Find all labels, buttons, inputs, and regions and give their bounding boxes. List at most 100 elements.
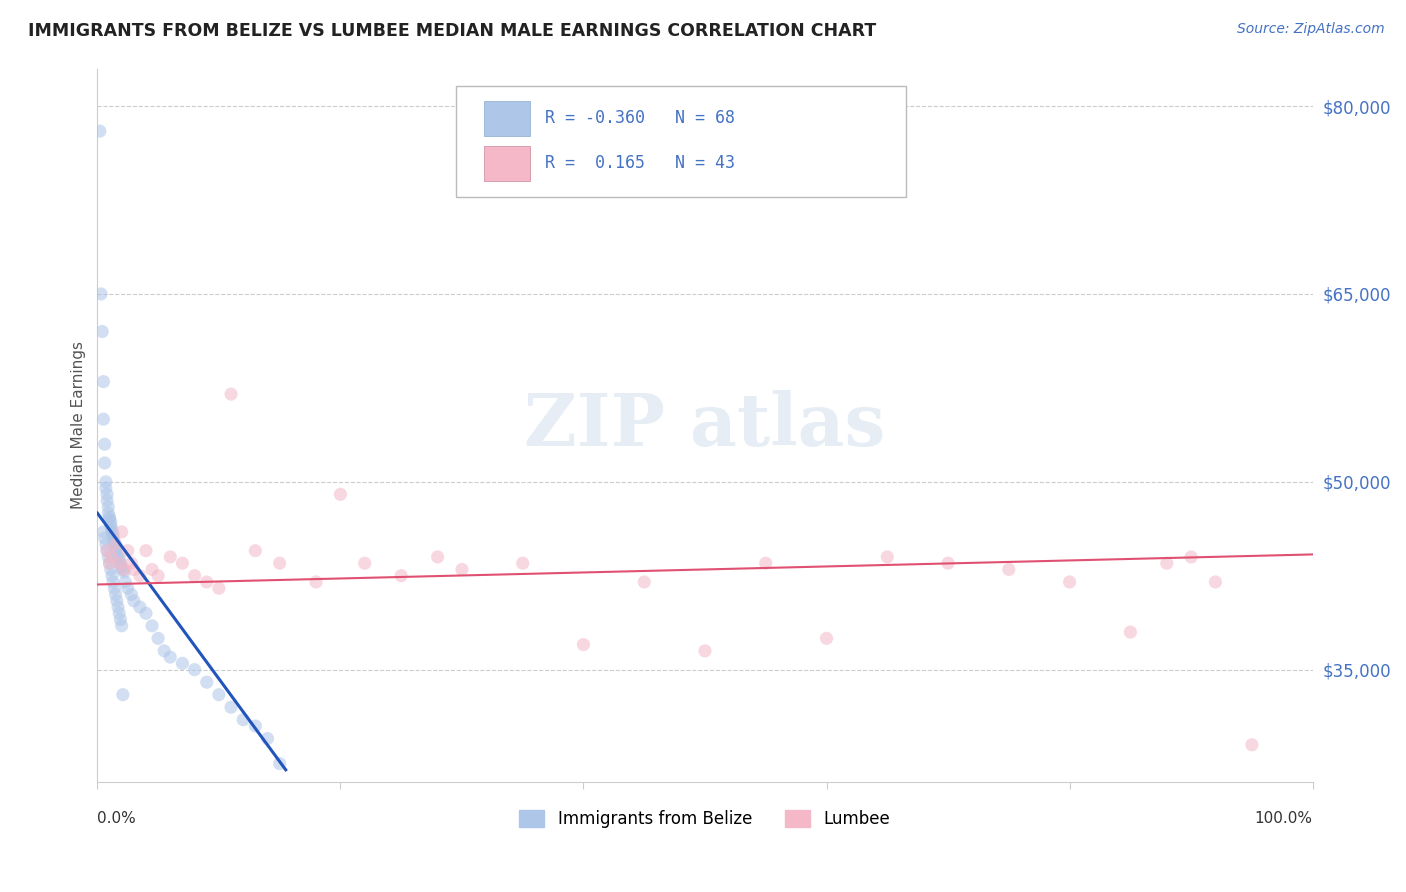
Point [936,556,959,570]
FancyBboxPatch shape [456,87,905,197]
Point [107,549,129,564]
FancyBboxPatch shape [484,101,530,136]
Point [111,619,134,633]
Point [120,587,142,601]
Text: IMMIGRANTS FROM BELIZE VS LUMBEE MEDIAN MALE EARNINGS CORRELATION CHART: IMMIGRANTS FROM BELIZE VS LUMBEE MEDIAN … [28,22,876,40]
Point [104,537,127,551]
Point [117,581,139,595]
Point [305,574,328,589]
Point [105,548,128,562]
Point [93,524,115,539]
Point [693,644,716,658]
Point [245,719,267,733]
Text: Source: ZipAtlas.com: Source: ZipAtlas.com [1237,22,1385,37]
Point [94,475,117,489]
Text: R = -0.360   N = 68: R = -0.360 N = 68 [544,110,734,128]
Point [1059,574,1081,589]
Point [141,619,163,633]
Point [128,568,150,582]
Y-axis label: Median Male Earnings: Median Male Earnings [72,342,86,509]
Point [111,562,134,576]
Point [93,437,115,451]
Point [94,481,117,495]
Point [96,487,118,501]
Point [93,456,115,470]
Text: ZIP atlas: ZIP atlas [524,390,886,461]
Point [572,638,595,652]
Point [1119,625,1142,640]
Point [105,594,128,608]
Point [111,688,134,702]
Point [97,549,120,564]
Point [245,543,267,558]
Point [1240,738,1263,752]
Point [114,574,136,589]
Point [96,493,118,508]
Point [101,522,124,536]
Point [89,124,111,138]
Point [97,500,120,514]
Point [256,731,278,746]
Point [96,543,118,558]
Point [1180,549,1202,564]
Point [93,412,115,426]
Point [172,556,194,570]
Point [159,549,181,564]
Text: R =  0.165   N = 43: R = 0.165 N = 43 [544,154,734,172]
Point [110,613,132,627]
Point [128,600,150,615]
Point [108,607,131,621]
Point [98,509,121,524]
Point [755,556,778,570]
Point [93,531,115,545]
Point [108,552,131,566]
Point [451,562,474,576]
Point [100,515,122,529]
Point [183,568,205,582]
Point [329,487,352,501]
Point [101,524,124,539]
Point [111,560,134,574]
Point [122,562,145,576]
Point [120,556,142,570]
Text: 100.0%: 100.0% [1254,811,1313,826]
Point [101,574,124,589]
Point [112,562,135,576]
Point [122,594,145,608]
Point [101,531,124,545]
Point [208,581,231,595]
Point [98,512,121,526]
Point [1156,556,1178,570]
Point [103,537,125,551]
Point [232,713,254,727]
Point [96,543,118,558]
Point [135,543,157,558]
Point [101,549,124,564]
Point [219,387,242,401]
Point [389,568,412,582]
Point [876,549,898,564]
Point [353,556,375,570]
Point [100,562,122,576]
Point [117,543,139,558]
Point [633,574,655,589]
Point [112,565,135,579]
Point [512,556,534,570]
Point [146,632,169,646]
Point [98,556,121,570]
Point [195,574,218,589]
Point [110,556,132,570]
Point [141,562,163,576]
Point [219,700,242,714]
Text: 0.0%: 0.0% [97,811,136,826]
Point [108,556,131,570]
Point [91,325,114,339]
Point [107,600,129,615]
Point [269,556,291,570]
Point [208,688,231,702]
Point [153,644,176,658]
Point [97,506,120,520]
Point [103,535,125,549]
Point [111,524,134,539]
Point [104,540,127,554]
